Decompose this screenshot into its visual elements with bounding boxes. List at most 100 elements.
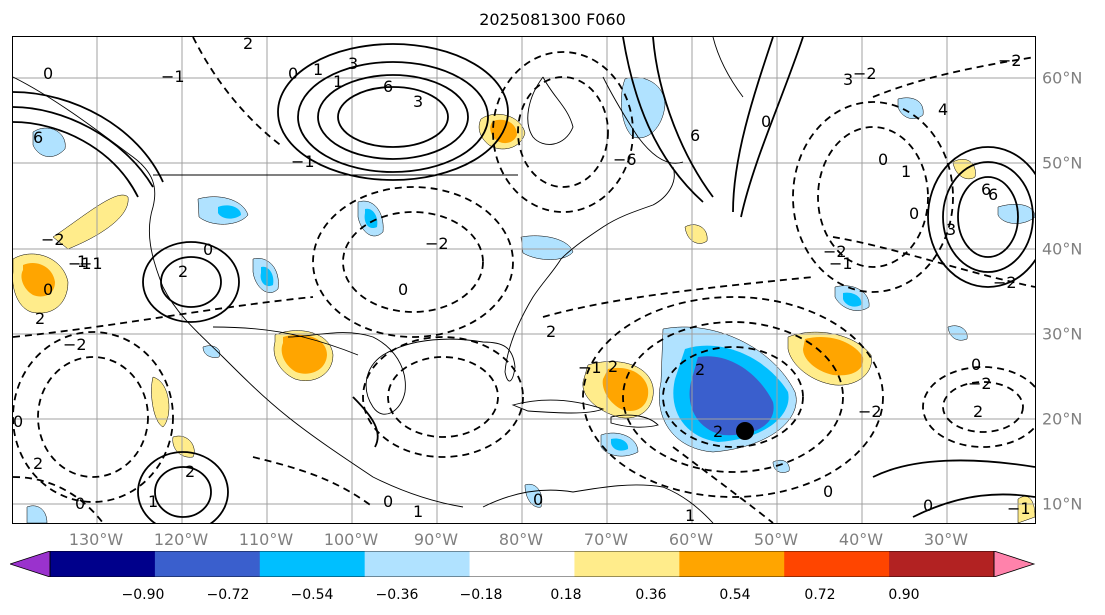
contour-dashed-arc-6 <box>13 476 104 523</box>
north-america-west-coast <box>13 76 464 508</box>
lat-label: 30°N <box>1042 324 1083 344</box>
contour-label: 1 <box>77 252 87 271</box>
colorbar-tick: 0.54 <box>719 587 751 603</box>
contour-dashed-arc-5 <box>672 446 774 523</box>
contour-high-sw-2 <box>154 466 212 518</box>
blue-anomaly-core <box>689 356 774 436</box>
contour-high-east-5 <box>942 161 1034 273</box>
yellow-anomaly-pacific-south2 <box>172 435 195 458</box>
contour-label: 6 <box>383 77 393 96</box>
contour-label: 0 <box>288 64 298 83</box>
yellow-anomaly-pacific-south <box>151 376 170 428</box>
colorbar-tick: −0.72 <box>206 587 250 603</box>
contour-low-pacific-2 <box>13 331 174 503</box>
contour-label: 1 <box>148 492 158 511</box>
contour-arc-atlantic-4 <box>740 37 804 218</box>
blue-anomaly-colombia <box>524 483 543 508</box>
orange-anomaly-caribbean-core <box>602 367 649 411</box>
colorbar-swatch <box>364 551 471 577</box>
contour-label: 1 <box>901 162 911 181</box>
colorbar-swatch <box>574 551 680 577</box>
contour-high-north-3 <box>277 43 509 181</box>
colorbar-swatch <box>994 551 1034 577</box>
blue-anomaly-plains-core <box>364 208 378 229</box>
contour-label: 0 <box>971 355 981 374</box>
blue-anomaly-hudson <box>621 77 666 139</box>
contour-high-east-6 <box>957 176 1019 258</box>
contour-label: 2 <box>178 262 188 281</box>
lon-label: 120°W <box>153 530 209 549</box>
lon-label: 110°W <box>238 530 294 549</box>
contour-label: 3 <box>946 220 956 239</box>
solid-contours <box>13 37 1035 523</box>
contour-label: −6 <box>613 150 637 169</box>
south-america-coast <box>482 484 714 523</box>
contour-dashed-arc-3 <box>832 236 1035 288</box>
contour-arc-atlantic-1 <box>622 37 704 203</box>
map-canvas: 2 −1 0 6 3 1 −2 1 6 3 0 −1 6 −2 2 0 −1 0… <box>13 37 1035 523</box>
contour-label: 6 <box>690 126 700 145</box>
contour-label: −2 <box>968 374 992 393</box>
yellow-anomaly-northwest <box>52 194 129 250</box>
contour-label: 0 <box>43 64 53 83</box>
blue-anomaly-iceland <box>897 97 924 119</box>
contour-low-atlantic-3 <box>582 296 884 498</box>
contour-label: 2 <box>973 402 983 421</box>
contour-label: 4 <box>938 100 948 119</box>
contour-low-pacific-1 <box>37 356 149 478</box>
contour-label: 2 <box>713 422 723 441</box>
storm-position-marker <box>736 422 754 440</box>
blue-anomaly-rockies-core <box>218 205 241 219</box>
contour-high-west-2 <box>160 256 222 308</box>
contour-arc-pacific-1 <box>13 106 154 188</box>
contour-low-midatlantic-2 <box>792 101 954 293</box>
blue-anomaly-atlantic-small <box>947 325 968 341</box>
dashed-contours <box>13 37 1035 523</box>
blue-anomaly-northeast <box>520 235 574 260</box>
contour-label: −2 <box>823 242 847 261</box>
greenland-coast <box>712 37 744 98</box>
contour-label: 3 <box>348 54 358 73</box>
gulf-coast <box>287 332 516 415</box>
contour-label: 6 <box>981 180 991 199</box>
gridlines <box>13 37 1035 523</box>
contour-dashed-arc-4 <box>252 456 374 508</box>
colorbar-tick: 0.18 <box>550 587 582 603</box>
east-coast <box>560 166 675 260</box>
contour-label: −1 <box>79 254 103 273</box>
blue-anomaly-west-pacific <box>32 127 66 157</box>
contour-label: 1 <box>413 502 423 521</box>
contour-arc-east-1 <box>912 493 1035 518</box>
blue-anomaly-tiny <box>772 459 790 473</box>
lon-label: 70°W <box>583 530 629 549</box>
contour-label: −1 <box>1007 499 1031 518</box>
contour-low-east-center-1 <box>342 211 484 313</box>
contour-arc-atlantic-3 <box>732 37 774 213</box>
contour-label: 0 <box>533 490 543 509</box>
contour-label: 0 <box>909 204 919 223</box>
blue-anomaly-east-atlantic-core <box>843 292 862 307</box>
contour-arc-east-2 <box>872 459 1035 478</box>
contour-label-group: 2 −1 0 6 3 1 −2 1 6 3 0 −1 6 −2 2 0 −1 0… <box>13 37 1031 523</box>
blue-anomaly-sw-corner <box>26 505 48 523</box>
coastlines <box>13 37 744 523</box>
lon-label: 90°W <box>413 530 459 549</box>
contour-high-north-4 <box>297 61 489 173</box>
contour-label: 3 <box>413 92 423 111</box>
contour-label: −1 <box>829 254 853 273</box>
colorbar-segments <box>10 551 1034 577</box>
contour-low-east-2 <box>922 366 1035 448</box>
colorbar-tick: 0.72 <box>804 587 836 603</box>
contour-label: 0 <box>13 412 23 431</box>
florida-east-coast <box>504 258 562 373</box>
contour-label: −2 <box>41 230 65 249</box>
cuba <box>511 399 605 414</box>
contour-label: 1 <box>313 60 323 79</box>
contour-high-north-5 <box>317 74 469 160</box>
contour-label: 0 <box>43 280 53 299</box>
colorbar-tick: −0.18 <box>459 587 503 603</box>
contour-label: −2 <box>853 64 877 83</box>
contour-label: −2 <box>993 273 1017 292</box>
lon-label: 100°W <box>323 530 379 549</box>
orange-anomaly-atlantic-core <box>803 337 864 376</box>
